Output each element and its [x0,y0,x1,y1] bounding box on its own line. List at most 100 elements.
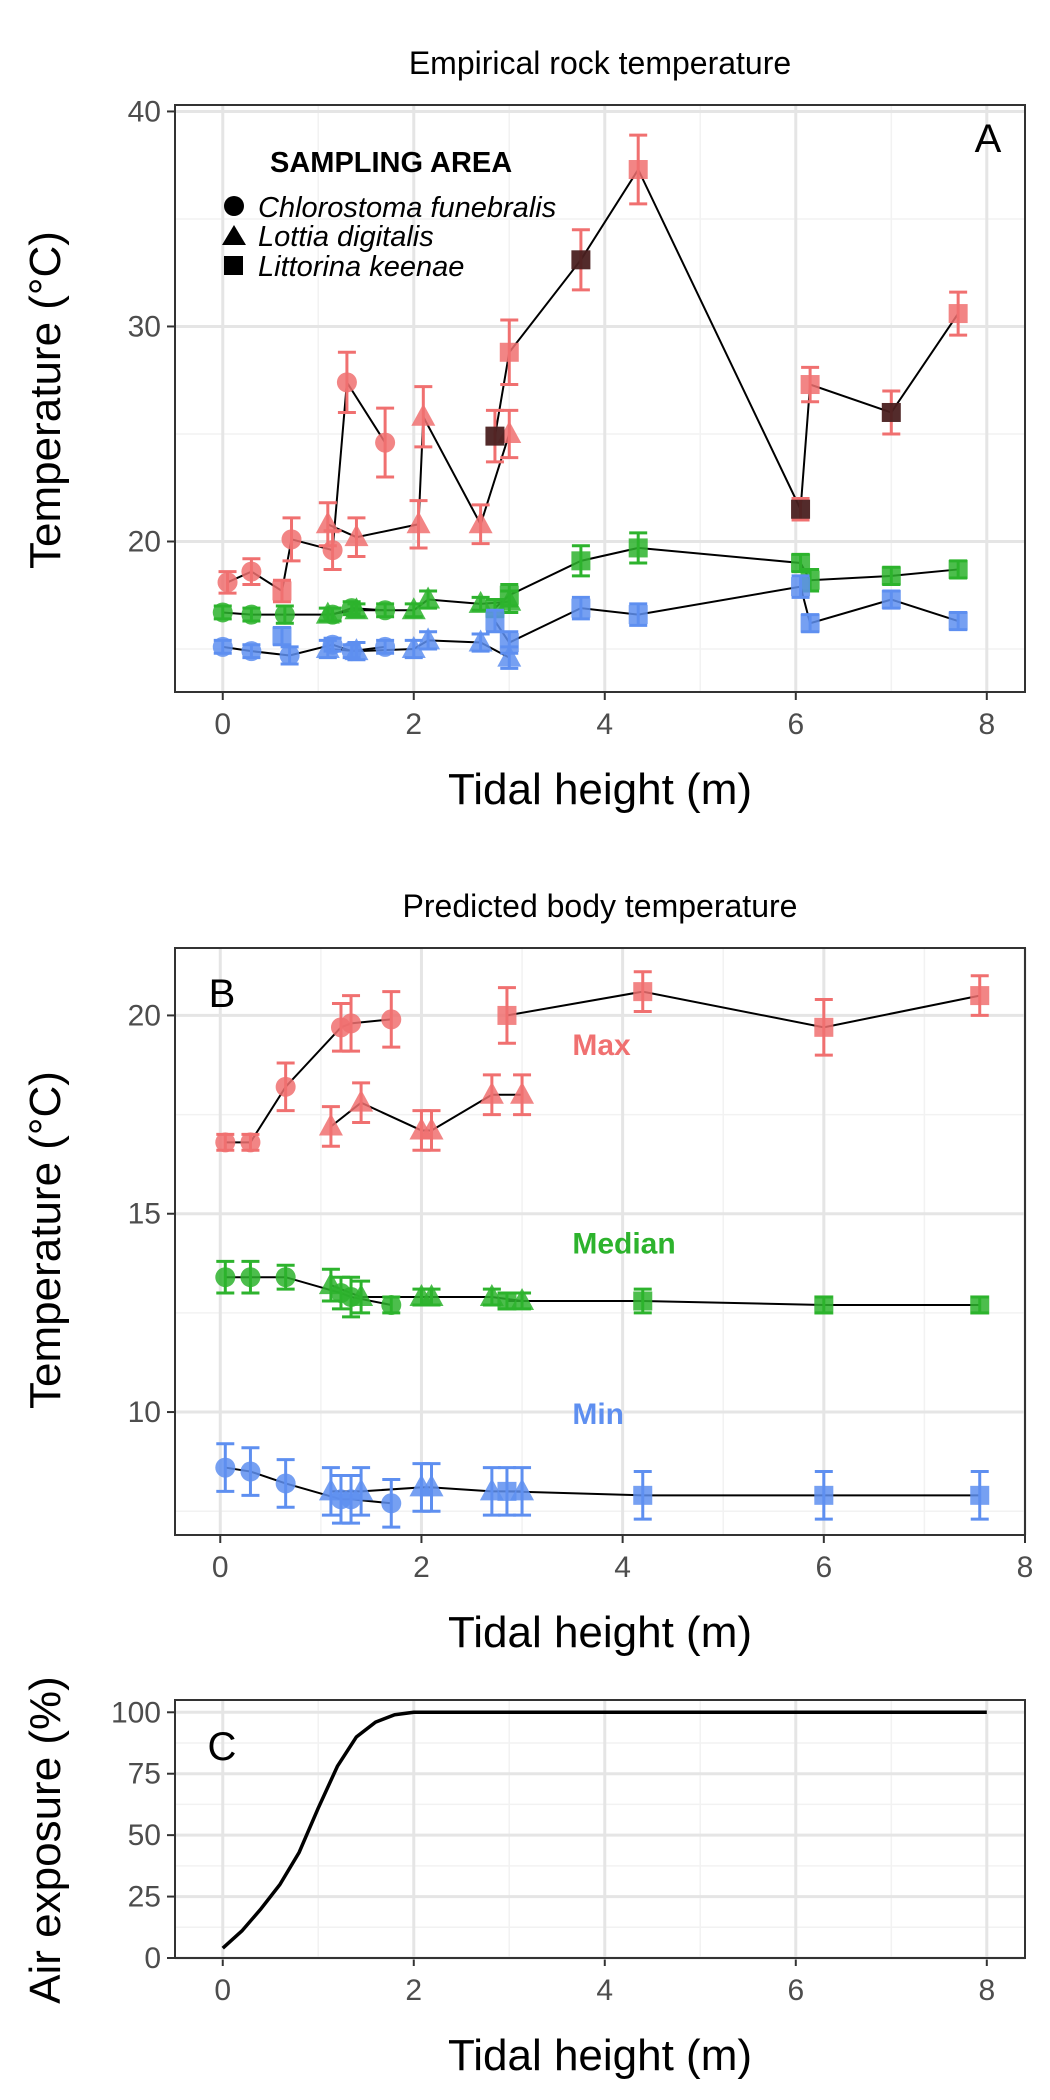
panel-c-x-axis-label: Tidal height (m) [448,2031,752,2080]
panel-a-median-triangle-point [344,597,369,620]
panel-a-x-tick-label: 2 [405,708,422,741]
panel-a-y-axis-label: Temperature (°C) [21,231,70,569]
panel-b-x-tick-label: 2 [413,1551,430,1584]
panel-b-median-triangle-point [349,1284,374,1307]
panel-b-x-axis-label: Tidal height (m) [448,1608,752,1657]
panel-b-median-square-point [970,1295,990,1315]
panel-a-plot-border [174,104,1026,693]
panel-a-max-triangle-point [406,511,431,534]
panel-a-min-triangle-point [315,635,340,658]
panel-b-x-tick-label: 6 [815,1551,832,1584]
panel-a-y-tick-label: 20 [128,525,161,558]
panel-a-median-square-point [791,553,811,573]
panel-a-median-circle-point [241,604,262,625]
panel-a-max-circle-point [217,572,238,593]
panel-a-max-square-point [881,402,901,422]
legend-item-littorina: Littorina keenae [258,251,464,283]
panel-a-min-circle-point [375,636,396,657]
panel-b-median-circle-point [381,1294,402,1315]
panel-a-median-square-point [628,538,648,558]
panel-b-median-connecting-line [506,1299,980,1306]
panel-a-x-tick-label: 0 [214,708,231,741]
panel-a-max-square-point [499,342,519,362]
panel-b-median-triangle-point [419,1284,444,1307]
panel-a-min-square-point [791,577,811,597]
panel-a-min-square-point [948,611,968,631]
panel-a-min-triangle-point [344,638,369,661]
panel-a-max-circle-point [241,561,262,582]
panel-b-median-circle-point [240,1267,261,1288]
panel-c-y-tick-label: 50 [128,1819,161,1852]
panel-a-x-tick-label: 6 [787,708,804,741]
panel-b-max-square-point [970,986,990,1006]
panel-a-min-square-point [499,633,519,653]
panel-b-median-triangle-point [318,1272,343,1295]
panel-a-max-triangle-point [468,511,493,534]
panel-a-min-square-point [272,626,292,646]
panel-b-label: B [209,972,236,1016]
panel-b-max-square-point [497,1005,517,1025]
panel-a-min-circle-point [212,636,233,657]
panel-b-y-tick-label: 20 [128,999,161,1032]
panel-b-y-axis-label: Temperature (°C) [21,1071,70,1409]
panel-c-plot: 0 2 4 6 8 0 25 50 75 100 [111,1696,1026,2007]
panel-a-max-square-point [791,499,811,519]
legend-triangle-icon [222,225,246,245]
panel-a-median-square-point [571,551,591,571]
panel-a-title: Empirical rock temperature [409,45,791,81]
panel-b-median-square-point [814,1295,834,1315]
panel-c-x-tick-label: 2 [405,1974,422,2007]
panel-b-plot: 0 2 4 6 8 10 15 20 Max Median Min [128,947,1034,1584]
panel-a-max-square-point [800,375,820,395]
panel-b-x-tick-label: 0 [212,1551,229,1584]
panel-b-min-triangle-point [419,1474,444,1497]
panel-a-median-circle-point [375,600,396,621]
legend-item-lottia: Lottia digitalis [258,221,434,253]
panel-a-x-tick-label: 4 [596,708,613,741]
panel-a-x-axis-label: Tidal height (m) [448,765,752,814]
panel-c-x-tick-label: 6 [787,1974,804,2007]
panel-a-median-square-point [881,566,901,586]
panel-b-max-connecting-line [506,990,980,1029]
panel-a-min-circle-point [241,641,262,662]
panel-a-min-square-point [571,598,591,618]
panel-b-min-circle-point [275,1473,296,1494]
panel-a-min-square-point [881,590,901,610]
panel-a-min-triangle-point [468,629,493,652]
legend-title: SAMPLING AREA [270,147,512,179]
legend-square-icon [224,256,243,275]
panel-b-plot-border [174,947,1026,1536]
panel-b-annotation-max: Max [572,1029,631,1062]
panel-a-max-square-point [628,160,648,180]
panel-b-median-square-point [497,1291,517,1311]
panel-a-median-connecting-line [494,546,959,609]
panel-a-min-circle-point [279,645,300,666]
panel-c-x-tick-label: 0 [214,1974,231,2007]
panel-b-max-circle-point [341,1013,362,1034]
panel-b-max-triangle-point [479,1081,504,1104]
panel-b-max-triangle-point [419,1117,444,1140]
panel-a-x-tick-label: 8 [978,708,995,741]
panel-b-x-tick-label: 4 [614,1551,631,1584]
panel-a-min-triangle-point [416,627,441,650]
panel-b-min-square-point [970,1485,990,1505]
panel-b-max-square-point [633,982,653,1002]
panel-a-median-circle-point [212,602,233,623]
panel-c-y-axis-label: Air exposure (%) [21,1676,70,2004]
panel-b-max-square-point [814,1017,834,1037]
panel-b-annotation-median: Median [572,1227,675,1260]
panel-a-median-triangle-point [315,601,340,624]
panel-b-max-circle-point [275,1076,296,1097]
panel-b-max-triangle-point [349,1089,374,1112]
panel-a-label: A [975,117,1002,161]
panel-a-max-square-point [948,304,968,324]
panel-b-x-tick-label: 8 [1017,1551,1034,1584]
panel-a-median-triangle-point [416,586,441,609]
panel-a-y-tick-label: 30 [128,310,161,343]
panel-b-min-circle-point [240,1461,261,1482]
panel-b-median-circle-point [275,1267,296,1288]
panel-a-max-circle-point [281,529,302,550]
panel-a-min-triangle-point [497,644,522,667]
panel-b-max-triangle-point [318,1113,343,1136]
